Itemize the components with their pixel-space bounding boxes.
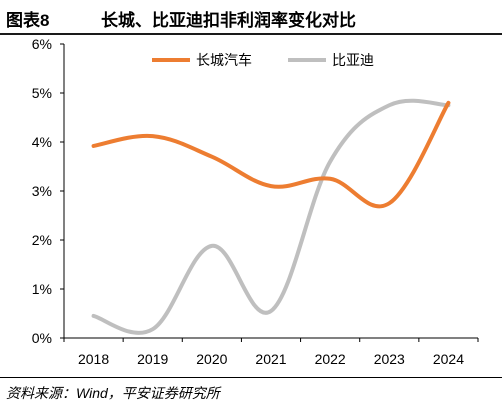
line-chart: 0% 1% 2% 3% 4% 5% 6% 2018 2019 2020 2021 2022 2023 20… (32, 36, 479, 367)
footer-rule (0, 377, 502, 378)
y-tick-label: 4% (32, 134, 52, 150)
legend-byd-label: 比亚迪 (332, 52, 374, 68)
legend-great-wall-label: 长城汽车 (196, 52, 252, 68)
header-rule (0, 33, 502, 35)
y-tick-label: 2% (32, 232, 52, 248)
figure-label: 图表8 (6, 11, 50, 30)
x-tick-label: 2021 (255, 351, 286, 367)
y-tick-label: 5% (32, 85, 52, 101)
y-tick-label: 1% (32, 281, 52, 297)
y-tick-label: 0% (32, 330, 52, 346)
figure-header: 图表8 长城、比亚迪扣非利润率变化对比 (0, 0, 502, 35)
y-tick-label: 3% (32, 183, 52, 199)
source-note: 资料来源：Wind，平安证券研究所 (6, 385, 220, 401)
y-tick-label: 6% (32, 36, 52, 52)
figure-title: 长城、比亚迪扣非利润率变化对比 (101, 11, 356, 30)
x-tick-label: 2024 (433, 351, 464, 367)
series-line-byd (91, 98, 451, 335)
x-tick-label: 2022 (315, 351, 346, 367)
x-tick-label: 2019 (137, 351, 168, 367)
series-line-great-wall (91, 100, 451, 209)
x-tick-label: 2023 (374, 351, 405, 367)
x-tick-label: 2020 (196, 351, 227, 367)
x-tick-label: 2018 (78, 351, 109, 367)
